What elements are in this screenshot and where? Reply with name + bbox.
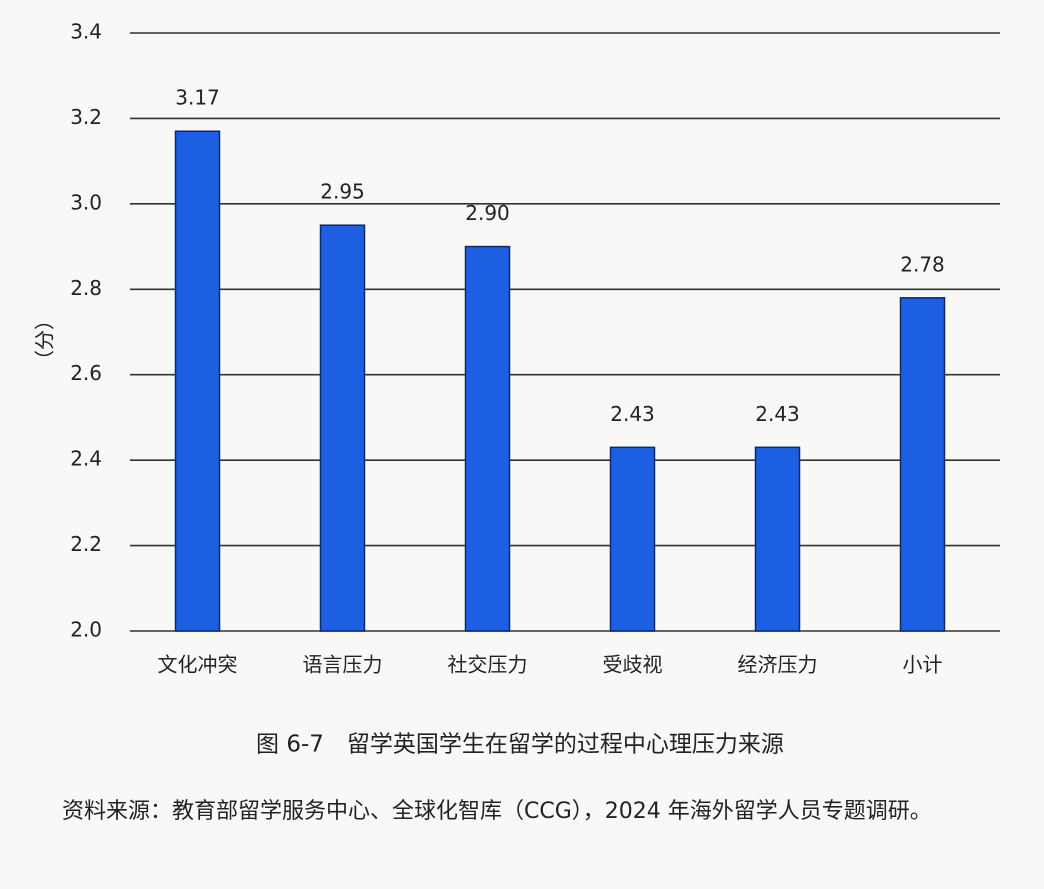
y-tick-label: 2.2 bbox=[70, 532, 102, 556]
y-tick-label: 2.8 bbox=[70, 276, 102, 300]
bar bbox=[174, 130, 221, 632]
chart: （分） 图 6-7 留学英国学生在留学的过程中心理压力来源 2.0 2.2 2.4 2… bbox=[33, 20, 1000, 758]
y-tick-label: 3.2 bbox=[70, 105, 102, 129]
x-tick-label: 社交压力 bbox=[448, 653, 528, 677]
x-tick-label: 受歧视 bbox=[603, 653, 663, 677]
bar bbox=[319, 224, 366, 632]
x-tick-label: 小计 bbox=[903, 653, 943, 677]
value-label: 2.90 bbox=[465, 201, 510, 225]
value-label: 3.17 bbox=[175, 86, 220, 110]
bar bbox=[464, 245, 511, 632]
x-tick-label: 经济压力 bbox=[738, 653, 818, 677]
y-tick-label: 2.4 bbox=[70, 447, 102, 471]
source-note: 资料来源：教育部留学服务中心、全球化智库（CCG），2024 年海外留学人员专题… bbox=[62, 799, 932, 824]
value-label: 2.95 bbox=[320, 180, 365, 204]
bar bbox=[754, 446, 801, 632]
bar bbox=[609, 446, 656, 632]
x-tick-label: 语言压力 bbox=[303, 653, 383, 677]
value-label: 2.43 bbox=[755, 402, 800, 426]
value-label: 2.43 bbox=[610, 402, 655, 426]
y-tick-label: 3.4 bbox=[70, 20, 102, 44]
x-tick-label: 文化冲突 bbox=[158, 653, 238, 677]
y-tick-label: 2.0 bbox=[70, 618, 102, 642]
y-axis-label: （分） bbox=[33, 310, 57, 370]
y-tick-label: 3.0 bbox=[70, 190, 102, 214]
bar bbox=[899, 297, 946, 632]
y-tick-label: 2.6 bbox=[70, 361, 102, 385]
value-label: 2.78 bbox=[900, 252, 945, 276]
chart-caption: 图 6-7 留学英国学生在留学的过程中心理压力来源 bbox=[256, 732, 784, 758]
